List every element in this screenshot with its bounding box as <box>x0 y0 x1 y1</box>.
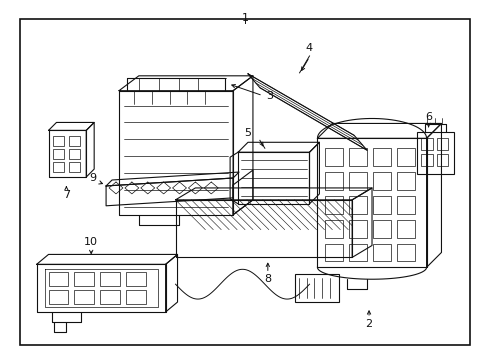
Bar <box>70 162 80 172</box>
Bar <box>349 172 367 190</box>
Bar <box>53 162 64 172</box>
Bar <box>416 132 454 174</box>
Text: 4: 4 <box>306 43 313 53</box>
Text: 9: 9 <box>89 173 96 183</box>
Bar <box>397 196 415 214</box>
Bar <box>325 220 343 238</box>
Bar <box>420 154 433 166</box>
Bar <box>325 243 343 261</box>
Bar <box>437 138 448 150</box>
Bar <box>437 154 448 166</box>
Bar <box>126 290 146 304</box>
Bar <box>294 274 339 302</box>
Bar <box>53 149 64 159</box>
Bar <box>397 243 415 261</box>
Text: 6: 6 <box>425 112 432 122</box>
Bar <box>126 272 146 286</box>
Bar <box>373 172 391 190</box>
Bar <box>349 220 367 238</box>
Bar <box>70 136 80 146</box>
Bar <box>325 148 343 166</box>
Text: 10: 10 <box>84 238 98 247</box>
Text: 7: 7 <box>63 190 70 200</box>
Bar <box>397 172 415 190</box>
Text: 8: 8 <box>264 274 271 284</box>
Bar <box>349 148 367 166</box>
Text: 1: 1 <box>242 13 248 23</box>
Bar <box>325 172 343 190</box>
Bar <box>420 138 433 150</box>
Bar <box>74 272 94 286</box>
Bar <box>49 272 69 286</box>
Text: 2: 2 <box>366 319 372 329</box>
Bar <box>349 243 367 261</box>
Bar <box>49 290 69 304</box>
Bar <box>53 136 64 146</box>
Bar <box>373 220 391 238</box>
Bar <box>397 220 415 238</box>
Bar <box>74 290 94 304</box>
Bar <box>373 243 391 261</box>
Bar <box>100 272 120 286</box>
Bar <box>349 196 367 214</box>
Bar <box>70 149 80 159</box>
Bar <box>373 148 391 166</box>
Bar <box>100 290 120 304</box>
Bar <box>373 196 391 214</box>
Bar <box>325 196 343 214</box>
Text: 5: 5 <box>245 128 251 138</box>
Text: 3: 3 <box>266 91 273 101</box>
Bar <box>397 148 415 166</box>
